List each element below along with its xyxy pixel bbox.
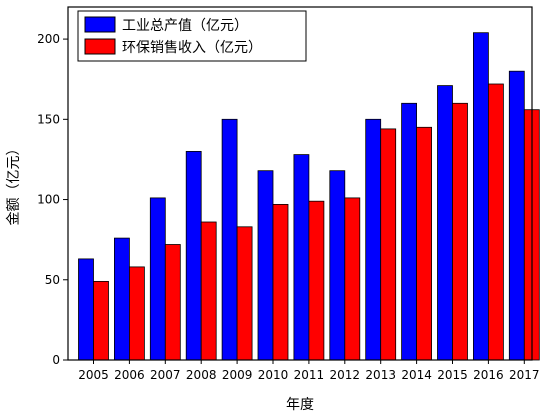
bar-env-sales-2005 bbox=[93, 280, 109, 361]
bar-env-sales-2016 bbox=[487, 83, 504, 361]
bar-industrial-output-2013 bbox=[365, 118, 382, 361]
legend-box bbox=[77, 10, 307, 62]
y-ticks-group: 0 50 100 150 200 bbox=[37, 32, 68, 367]
bars-group bbox=[78, 32, 540, 361]
x-tick-label-2013: 2013 bbox=[365, 368, 396, 382]
x-tick-label-2015: 2015 bbox=[437, 368, 468, 382]
x-tick-label-2014: 2014 bbox=[401, 368, 432, 382]
x-tick-label-2006: 2006 bbox=[114, 368, 145, 382]
plot-frame bbox=[67, 6, 533, 361]
bar-industrial-output-2006 bbox=[114, 237, 130, 361]
bar-industrial-output-2009 bbox=[221, 118, 238, 361]
bar-industrial-output-2007 bbox=[149, 197, 166, 361]
x-tick-label-2007: 2007 bbox=[150, 368, 181, 382]
y-tick-label-100: 100 bbox=[37, 193, 60, 207]
bar-env-sales-2010 bbox=[272, 203, 289, 361]
y-tick-label-150: 150 bbox=[37, 112, 60, 126]
bar-env-sales-2006 bbox=[128, 266, 145, 361]
x-tick-label-2012: 2012 bbox=[330, 368, 361, 382]
bar-industrial-output-2015 bbox=[437, 85, 453, 361]
x-tick-label-2005: 2005 bbox=[78, 368, 109, 382]
bar-industrial-output-2011 bbox=[293, 154, 310, 361]
bar-industrial-output-2005 bbox=[78, 258, 94, 361]
bar-env-sales-2009 bbox=[236, 226, 253, 361]
legend-label-env-sales: 环保销售收入（亿元） bbox=[122, 40, 262, 56]
legend-swatch-industrial-output bbox=[84, 16, 116, 33]
x-ticks-group: 2005 2006 2007 2008 2009 2010 2011 2012 2013 2014… bbox=[78, 360, 540, 382]
x-tick-label-2017: 2017 bbox=[509, 368, 540, 382]
legend: 工业总产值（亿元） 环保销售收入（亿元） bbox=[77, 10, 307, 62]
bar-env-sales-2015 bbox=[452, 102, 468, 361]
bar-env-sales-2012 bbox=[344, 197, 361, 361]
bar-industrial-output-2017 bbox=[508, 70, 525, 361]
y-tick-label-200: 200 bbox=[37, 32, 60, 46]
bar-env-sales-2014 bbox=[416, 126, 433, 361]
x-tick-label-2011: 2011 bbox=[294, 368, 325, 382]
x-tick-label-2016: 2016 bbox=[473, 368, 504, 382]
axes-group bbox=[67, 6, 533, 361]
bar-industrial-output-2016 bbox=[472, 32, 489, 361]
bar-env-sales-2008 bbox=[200, 221, 217, 361]
x-tick-label-2008: 2008 bbox=[186, 368, 217, 382]
legend-swatch-env-sales bbox=[84, 38, 116, 55]
bar-env-sales-2013 bbox=[380, 128, 397, 361]
y-axis-title: 金额（亿元） bbox=[6, 142, 22, 226]
bar-industrial-output-2012 bbox=[329, 170, 346, 361]
x-axis-title: 年度 bbox=[286, 397, 314, 413]
x-tick-label-2009: 2009 bbox=[222, 368, 253, 382]
y-tick-label-0: 0 bbox=[52, 353, 60, 367]
bar-industrial-output-2014 bbox=[401, 102, 418, 361]
bar-industrial-output-2010 bbox=[257, 170, 274, 361]
x-tick-label-2010: 2010 bbox=[258, 368, 289, 382]
legend-label-industrial-output: 工业总产值（亿元） bbox=[122, 18, 248, 34]
bar-env-sales-2007 bbox=[164, 244, 181, 361]
y-tick-label-50: 50 bbox=[45, 273, 60, 287]
bar-industrial-output-2008 bbox=[185, 150, 202, 361]
bar-env-sales-2011 bbox=[308, 200, 325, 361]
